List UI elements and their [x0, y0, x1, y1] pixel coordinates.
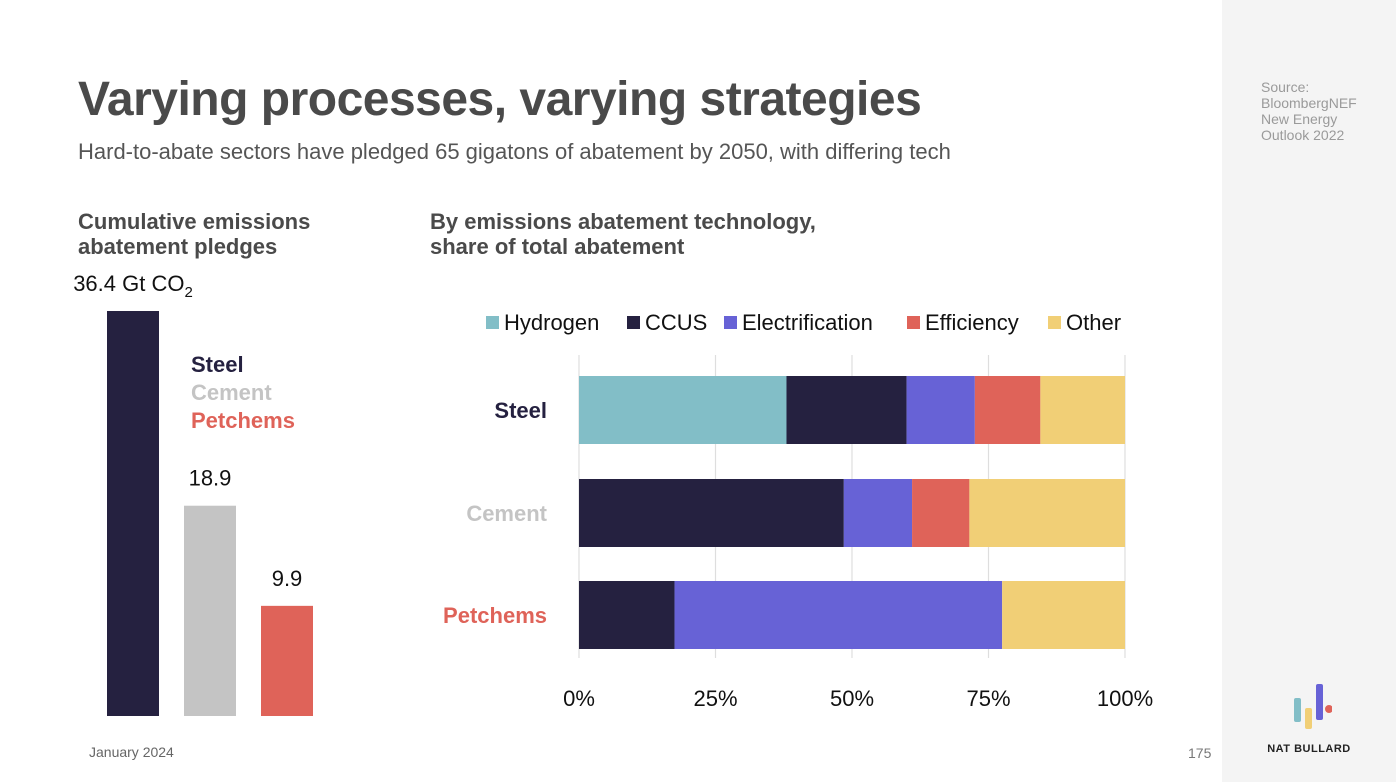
legend-label-hydrogen: Hydrogen [504, 310, 599, 335]
x-tick-label: 100% [1097, 686, 1153, 711]
x-tick-label: 75% [966, 686, 1010, 711]
legend-swatch-other [1048, 316, 1061, 329]
bar-label-petchems: 9.9 [272, 566, 303, 591]
legend-swatch-hydrogen [486, 316, 499, 329]
co2-subscript: 2 [184, 284, 192, 301]
logo-bar-purple [1316, 684, 1323, 720]
sidebar: Source: BloombergNEF New Energy Outlook … [1222, 0, 1396, 782]
left-panel-title-line: abatement pledges [78, 234, 278, 259]
bar-steel [107, 311, 159, 716]
right-panel-title-line: share of total abatement [430, 234, 685, 259]
brand-logo-icon [1294, 684, 1332, 729]
segment-cement-electrification [843, 479, 913, 547]
legend-label-ccus: CCUS [645, 310, 707, 335]
segment-petchems-ccus [579, 581, 675, 649]
page-number: 175 [1188, 745, 1212, 761]
pledges-bar-chart: 36.4 Gt CO2 18.9 9.9 Steel Cement Petchems [73, 271, 313, 716]
x-tick-label: 50% [830, 686, 874, 711]
legend-swatch-efficiency [907, 316, 920, 329]
segment-steel-efficiency [974, 376, 1041, 444]
segment-steel-other [1040, 376, 1125, 444]
source-note: Source: BloombergNEF New Energy Outlook … [1261, 79, 1391, 143]
segment-steel-hydrogen [579, 376, 787, 444]
segment-cement-efficiency [912, 479, 970, 547]
legend-steel: Steel [191, 352, 244, 377]
left-panel-title-line: Cumulative emissions [78, 209, 311, 234]
right-panel-title-line: By emissions abatement technology, [430, 209, 816, 234]
legend-label-electrification: Electrification [742, 310, 873, 335]
bar-cement [184, 505, 236, 716]
segment-steel-ccus [786, 376, 907, 444]
segment-petchems-electrification [674, 581, 1003, 649]
brand-name: NAT BULLARD [1267, 743, 1351, 755]
logo-bar-yellow [1305, 708, 1312, 729]
bar-label-cement: 18.9 [189, 466, 232, 491]
right-panel-title: By emissions abatement technology, share… [430, 209, 816, 259]
source-line: Source: [1261, 79, 1310, 95]
source-line: BloombergNEF [1261, 95, 1357, 111]
legend-swatch-ccus [627, 316, 640, 329]
row-label-steel: Steel [494, 398, 547, 423]
segment-cement-other [969, 479, 1125, 547]
segment-steel-electrification [906, 376, 975, 444]
legend-petchems: Petchems [191, 408, 295, 433]
x-tick-label: 0% [563, 686, 595, 711]
bar-petchems [261, 605, 313, 716]
row-label-petchems: Petchems [443, 603, 547, 628]
source-line: Outlook 2022 [1261, 127, 1345, 143]
page-title: Varying processes, varying strategies [78, 73, 922, 126]
segment-petchems-other [1002, 581, 1125, 649]
logo-bar-teal [1294, 698, 1301, 722]
chart-canvas: 36.4 Gt CO2 18.9 9.9 Steel Cement Petchems 0%… [73, 271, 1153, 716]
legend-swatch-electrification [724, 316, 737, 329]
x-tick-label: 25% [693, 686, 737, 711]
legend-cement: Cement [191, 380, 272, 405]
segment-cement-ccus [579, 479, 844, 547]
logo-dot [1325, 705, 1332, 713]
page-subtitle: Hard-to-abate sectors have pledged 65 gi… [78, 139, 951, 164]
row-label-cement: Cement [466, 501, 547, 526]
legend-label-other: Other [1066, 310, 1121, 335]
technology-share-chart: 0% 25% 50% 75% 100% Steel Cement Petchems Hydrog… [443, 310, 1153, 711]
bar-label-steel: 36.4 Gt CO2 [73, 271, 193, 301]
footer-date: January 2024 [89, 744, 174, 760]
left-panel-title: Cumulative emissions abatement pledges [78, 209, 310, 259]
legend-label-efficiency: Efficiency [925, 310, 1019, 335]
source-line: New Energy [1261, 111, 1338, 127]
